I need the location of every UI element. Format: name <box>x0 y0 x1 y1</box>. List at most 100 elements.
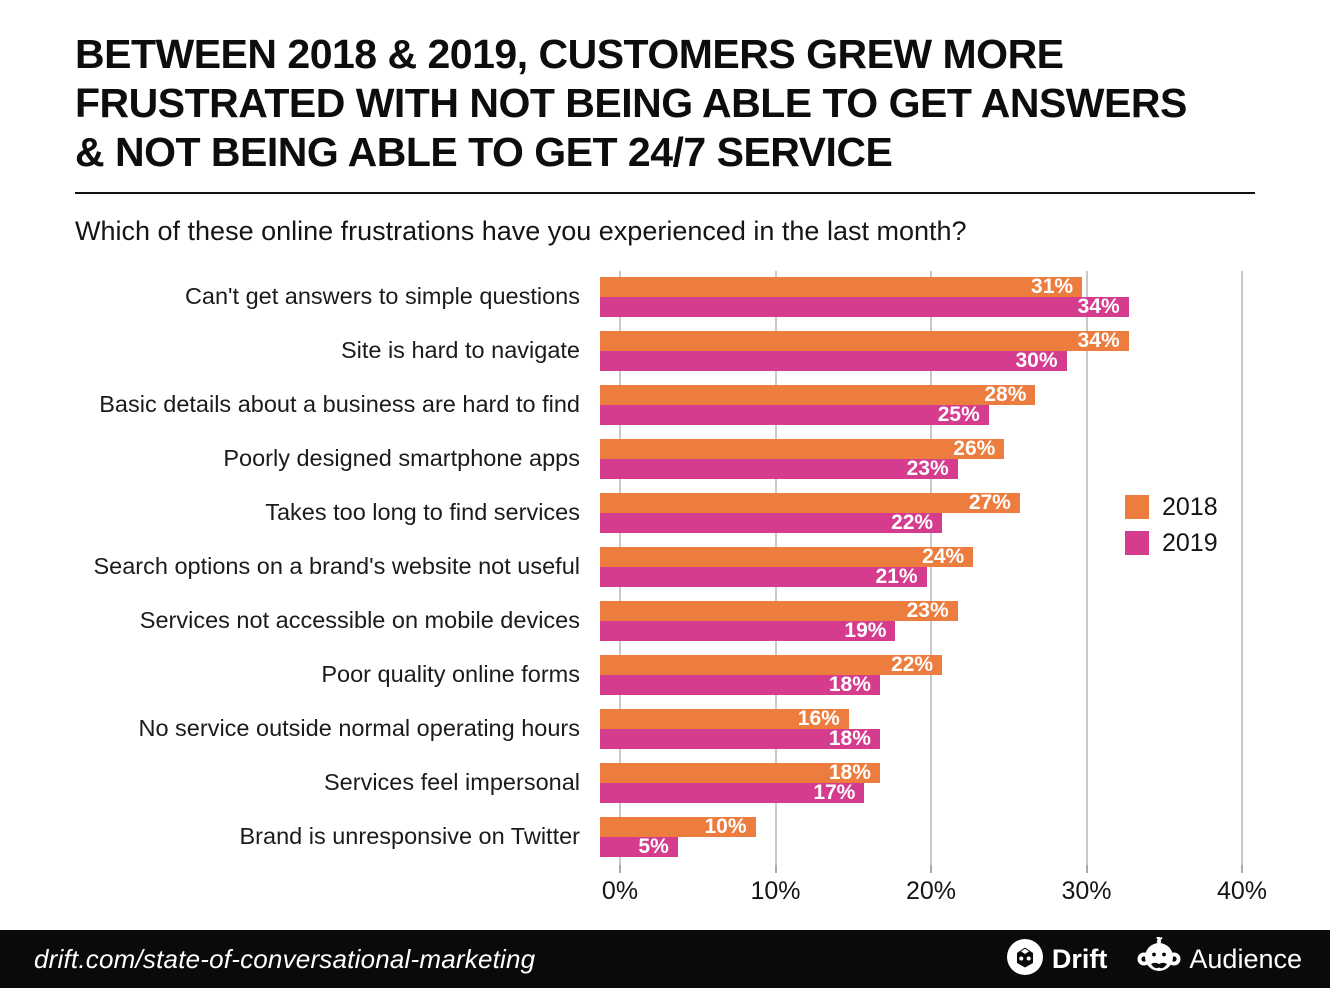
bar-value-label: 30% <box>1015 348 1058 372</box>
bar-2018: 23% <box>600 598 958 622</box>
bar-2018: 27% <box>600 490 1020 514</box>
category-label: Search options on a brand's website not … <box>93 552 580 579</box>
bar-value-label: 34% <box>1077 294 1120 318</box>
bar-value-label: 10% <box>704 814 747 838</box>
chart-row: Poor quality online forms 22% 18% <box>75 652 1280 696</box>
bar-value-label: 18% <box>828 760 871 784</box>
title-divider <box>75 191 1255 194</box>
chart-row: Site is hard to navigate 34% 30% <box>75 328 1280 372</box>
bar-value-label: 18% <box>828 672 871 696</box>
bar-group: 24% 21% <box>600 544 1260 588</box>
chart-row: Takes too long to find services 27% 22% <box>75 490 1280 534</box>
bar-2018: 18% <box>600 760 880 784</box>
bar-group: 10% 5% <box>600 814 1260 858</box>
bar-value-label: 26% <box>953 436 996 460</box>
bar-value-label: 16% <box>797 706 840 730</box>
axis-tick-mark <box>619 864 621 873</box>
bar-value-label: 25% <box>937 402 980 426</box>
bar-value-label: 28% <box>984 382 1027 406</box>
drift-logo-text: Drift <box>1051 943 1108 974</box>
chart-row: Services feel impersonal 18% 17% <box>75 760 1280 804</box>
bar-2019: 23% <box>600 456 958 480</box>
bar-2018: 16% <box>600 706 849 730</box>
page-title: BETWEEN 2018 & 2019, CUSTOMERS GREW MORE… <box>75 30 1280 178</box>
monkey-icon <box>1137 935 1181 982</box>
bar-group: 31% 34% <box>600 275 1260 318</box>
chart-question-subtitle: Which of these online frustrations have … <box>75 215 967 246</box>
title-line-2: FRUSTRATED WITH NOT BEING ABLE TO GET AN… <box>75 80 1187 127</box>
gridline <box>1241 270 1243 865</box>
page: BETWEEN 2018 & 2019, CUSTOMERS GREW MORE… <box>75 30 1280 907</box>
axis-tick-mark <box>1085 864 1088 873</box>
gridline <box>1085 270 1088 865</box>
audience-logo: Audience <box>1137 935 1302 982</box>
footer-logos: Drift Audience <box>1006 935 1302 982</box>
bar-2018: 28% <box>600 382 1036 406</box>
category-label: Services feel impersonal <box>324 768 580 795</box>
category-label: Poor quality online forms <box>321 660 580 687</box>
x-axis-tick-label: 40% <box>1216 876 1268 905</box>
bar-value-label: 17% <box>813 780 856 804</box>
bar-2019: 19% <box>600 618 896 642</box>
legend-item-2018: 2018 <box>1125 493 1218 522</box>
bar-value-label: 21% <box>875 564 918 588</box>
legend-swatch-2018-icon <box>1125 495 1149 520</box>
category-label: Site is hard to navigate <box>340 336 580 363</box>
category-label: Poorly designed smartphone apps <box>223 444 580 471</box>
bar-2018: 26% <box>600 436 1005 460</box>
bar-group: 27% 22% <box>600 490 1260 534</box>
bar-group: 22% 18% <box>600 652 1260 696</box>
bar-2019: 22% <box>600 510 943 534</box>
bar-group: 23% 19% <box>600 598 1260 642</box>
bar-value-label: 23% <box>906 598 949 622</box>
chart-row: Basic details about a business are hard … <box>75 382 1280 426</box>
bar-2018: 31% <box>600 275 1083 298</box>
category-label: Basic details about a business are hard … <box>99 390 580 417</box>
drift-logo: Drift <box>1006 938 1108 981</box>
legend: 2018 2019 <box>1125 493 1218 558</box>
bar-group: 18% 17% <box>600 760 1260 804</box>
category-label: Brand is unresponsive on Twitter <box>239 822 581 849</box>
axis-tick-mark <box>774 864 777 873</box>
bar-group: 28% 25% <box>600 382 1260 426</box>
bar-2018: 34% <box>600 328 1129 352</box>
footer-bar: drift.com/state-of-conversational-market… <box>0 930 1330 988</box>
bar-chart: Can't get answers to simple questions 31%… <box>75 270 1280 907</box>
legend-label-2018: 2018 <box>1162 492 1218 521</box>
title-line-3: & NOT BEING ABLE TO GET 24/7 SERVICE <box>75 129 893 176</box>
bar-group: 26% 23% <box>600 436 1260 480</box>
bar-2019: 18% <box>600 727 880 750</box>
chart-row: Brand is unresponsive on Twitter 10% 5% <box>75 814 1280 858</box>
bar-value-label: 34% <box>1077 328 1120 352</box>
bar-2018: 24% <box>600 544 974 568</box>
category-label: Can't get answers to simple questions <box>184 282 580 309</box>
bar-value-label: 19% <box>844 618 887 642</box>
legend-swatch-2019-icon <box>1125 531 1149 556</box>
x-axis: 0% 10% 20% 30% 40% <box>602 869 1280 913</box>
chart-row: Services not accessible on mobile device… <box>75 598 1280 642</box>
legend-item-2019: 2019 <box>1125 529 1218 558</box>
bar-2019: 34% <box>600 294 1129 318</box>
bar-value-label: 22% <box>891 510 934 534</box>
x-axis-tick-label: 30% <box>1061 876 1112 905</box>
bar-value-label: 5% <box>638 834 669 858</box>
plot-rows: Can't get answers to simple questions 31%… <box>75 275 1280 858</box>
chart-row: No service outside normal operating hour… <box>75 706 1280 750</box>
x-axis-tick-label: 20% <box>905 876 957 905</box>
bar-2018: 10% <box>600 814 756 838</box>
bar-2019: 5% <box>600 834 678 858</box>
category-label: Takes too long to find services <box>265 498 580 525</box>
chart-row: Poorly designed smartphone apps 26% 23% <box>75 436 1280 480</box>
bar-value-label: 23% <box>906 456 949 480</box>
bar-2019: 17% <box>600 780 865 804</box>
bar-value-label: 22% <box>891 652 934 676</box>
x-axis-tick-label: 10% <box>750 876 801 905</box>
bar-value-label: 27% <box>968 490 1011 514</box>
bar-group: 34% 30% <box>600 328 1260 372</box>
bar-2019: 30% <box>600 348 1067 372</box>
axis-tick-mark <box>930 864 932 873</box>
bar-2019: 21% <box>600 564 927 588</box>
title-line-1: BETWEEN 2018 & 2019, CUSTOMERS GREW MORE <box>75 31 1064 77</box>
bar-value-label: 24% <box>922 544 965 568</box>
axis-tick-mark <box>1241 864 1243 873</box>
